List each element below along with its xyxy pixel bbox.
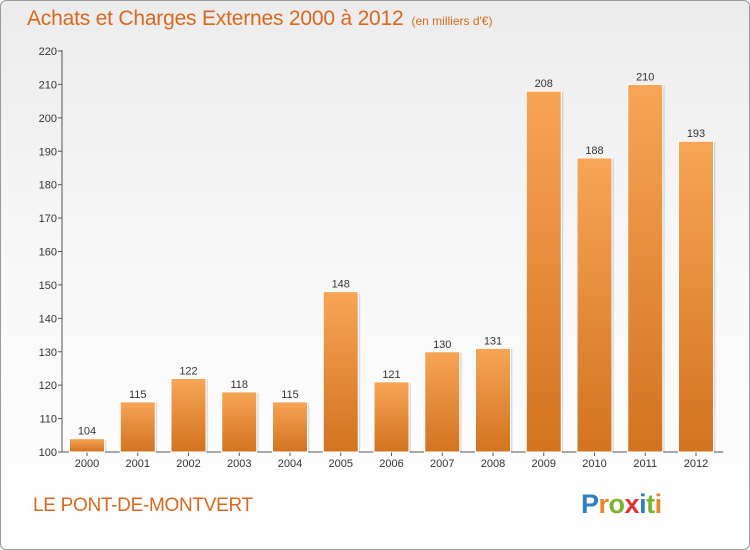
x-tick-label: 2007 xyxy=(430,458,454,470)
data-label-2006: 121 xyxy=(382,369,400,381)
data-label-2007: 130 xyxy=(433,339,451,351)
data-label-2001: 115 xyxy=(129,389,147,401)
x-tick-label: 2003 xyxy=(227,458,251,470)
bar-2008 xyxy=(475,347,511,453)
y-tick-label: 200 xyxy=(39,113,57,125)
logo-letter: t xyxy=(646,489,655,519)
bar-2007 xyxy=(424,351,461,453)
x-tick-label: 2006 xyxy=(379,458,403,470)
x-tick-label: 2004 xyxy=(278,458,302,470)
bar-2001 xyxy=(119,401,156,453)
title-row: Achats et Charges Externes 2000 à 2012 (e… xyxy=(27,7,492,31)
bar-2011 xyxy=(627,83,664,453)
y-tick-label: 180 xyxy=(39,180,57,192)
logo-letter: i xyxy=(639,489,647,519)
bars xyxy=(69,83,716,453)
bar-2005 xyxy=(322,291,359,453)
y-tick-label: 170 xyxy=(39,213,57,225)
x-tick-label: 2002 xyxy=(176,458,200,470)
bar-2000 xyxy=(69,438,105,453)
logo-letter: P xyxy=(581,489,599,519)
logo-letter: o xyxy=(608,489,626,519)
y-tick-label: 120 xyxy=(39,380,57,392)
y-tick-label: 160 xyxy=(39,247,57,259)
bar-2012 xyxy=(678,140,714,453)
y-axis: 100 110 120 130 140 150 160 170 180 190 200 210 220 xyxy=(39,46,63,459)
y-tick-label: 140 xyxy=(39,313,57,325)
data-labels: 104 115 122 118 115 148 121 130 131 208 188 210 193 xyxy=(78,71,705,437)
bar-2002 xyxy=(170,377,207,453)
data-label-2009: 208 xyxy=(535,78,553,90)
x-tick-label: 2012 xyxy=(684,458,708,470)
x-tick-label: 2000 xyxy=(75,458,99,470)
y-tick-label: 130 xyxy=(39,347,57,359)
commune-name: LE PONT-DE-MONTVERT xyxy=(33,495,253,516)
y-tick-label: 220 xyxy=(39,46,57,58)
bar-2004 xyxy=(272,401,308,453)
y-tick-label: 190 xyxy=(39,146,57,158)
data-label-2008: 131 xyxy=(484,335,502,347)
chart-subtitle: (en milliers d'€) xyxy=(411,14,493,28)
data-label-2011: 210 xyxy=(636,71,654,83)
x-tick-label: 2005 xyxy=(329,458,353,470)
y-tick-label: 100 xyxy=(39,447,57,459)
x-tick-label: 2011 xyxy=(633,458,657,470)
x-tick-label: 2008 xyxy=(481,458,505,470)
data-label-2012: 193 xyxy=(687,128,705,140)
x-axis: 2000 2001 2002 2003 2004 2005 2006 2007 2008 2009… xyxy=(62,451,724,470)
logo-letter: r xyxy=(598,489,610,519)
chart-title: Achats et Charges Externes 2000 à 2012 xyxy=(27,7,404,30)
x-tick-label: 2009 xyxy=(532,458,556,470)
data-label-2003: 118 xyxy=(230,379,248,391)
data-label-2000: 104 xyxy=(78,426,96,438)
data-label-2010: 188 xyxy=(585,145,603,157)
y-tick-label: 110 xyxy=(39,414,57,426)
bar-2006 xyxy=(373,381,410,453)
data-label-2005: 148 xyxy=(332,279,350,291)
y-tick-label: 210 xyxy=(39,79,57,91)
bar-2003 xyxy=(221,391,258,453)
bar-2010 xyxy=(576,157,613,453)
y-tick-label: 150 xyxy=(39,280,57,292)
x-tick-label: 2001 xyxy=(126,458,150,470)
logo-letter: i xyxy=(654,489,663,519)
bar-2009 xyxy=(525,90,562,453)
proxiti-logo: Proxiti xyxy=(581,489,662,520)
logo-letter: x xyxy=(624,489,640,519)
data-label-2002: 122 xyxy=(179,365,197,377)
data-label-2004: 115 xyxy=(281,389,299,401)
x-tick-label: 2010 xyxy=(582,458,606,470)
